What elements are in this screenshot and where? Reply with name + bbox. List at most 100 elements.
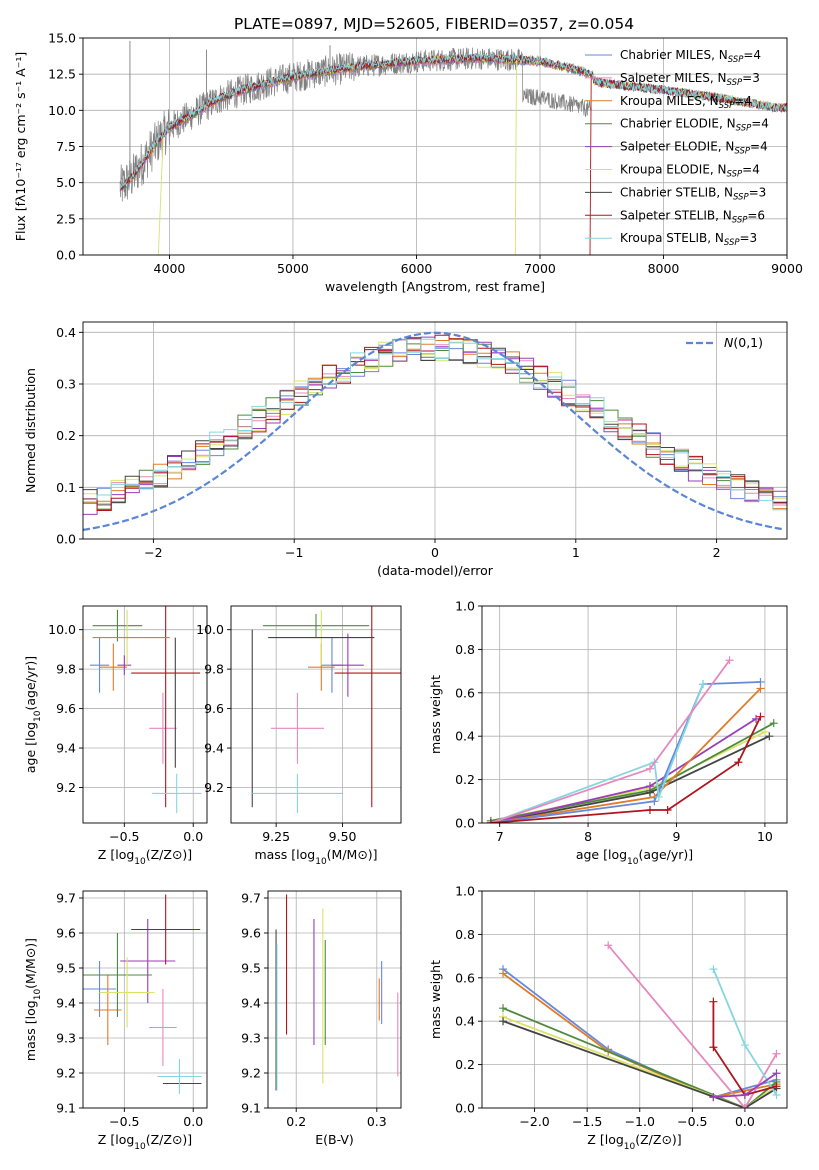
y-axis-label: Normed distribution [23,368,38,493]
y-tick-label: 9.2 [56,780,76,795]
histogram-chabrier-stelib [83,337,787,506]
legend-entry: Kroupa STELIB, NSSP=3 [620,231,757,248]
y-tick-label: 9.6 [241,926,261,941]
x-tick-label: 7 [496,829,504,844]
mass-weight-marker [725,656,734,665]
x-tick-label: 0.0 [183,829,203,844]
mass-weight-marker [760,727,769,736]
y-tick-label: 9.4 [56,741,76,756]
panel-mass-vs-EBV: 0.2 0.3 9.1 9.2 9.3 9.4 9.5 9.6 9.7 E(B-V) [241,890,402,1147]
axes-frame [82,890,208,1109]
y-tick-label: 0.2 [56,428,76,443]
plot-area [486,656,778,823]
x-tick-label: 9000 [771,261,803,276]
mass-weight-marker [499,1017,508,1026]
axes-frame [230,605,402,824]
gaussian-legend-label: N(0,1) [724,335,763,350]
y-tick-label: 0.4 [56,325,76,340]
mass-weight-line [502,1007,778,1108]
grid-lines [482,890,787,1109]
panel-age-vs-Z: −0.5 0.0 9.2 9.4 9.6 9.8 10.0 Z [log10(Z/Z⊙)] ag… [23,605,208,867]
y-tick-label: 9.7 [241,891,261,906]
y-axis-label: mass weight [428,675,443,754]
mass-weight-marker [740,1104,749,1108]
x-tick-label: 6000 [401,261,433,276]
axes-frame [481,605,788,824]
y-tick-label: 15.0 [48,31,76,46]
y-axis-label: mass weight [428,960,443,1039]
mass-weight-line [490,722,775,822]
x-tick-label: 0.2 [286,1114,306,1129]
legend-entry: Salpeter MILES, NSSP=3 [620,71,760,88]
y-tick-label: 7.5 [56,139,76,154]
mass-weight-line [712,1001,777,1097]
x-tick-label: 0 [431,545,439,560]
y-tick-label: 9.1 [56,1101,76,1116]
x-tick-label: 0.3 [367,1114,387,1129]
mass-weight-marker [709,1043,718,1052]
x-tick-label: −2.0 [519,1114,549,1129]
mass-weight-marker [709,997,718,1006]
spectral-line-spike [157,134,164,255]
spectrum-legend: Chabrier MILES, NSSP=4 Salpeter MILES, NS… [585,48,769,248]
x-tick-label: 9 [673,829,681,844]
x-tick-label: −1 [285,545,303,560]
x-axis-label: wavelength [Angstrom, rest frame] [325,279,545,294]
axes-frame [481,890,788,1109]
histogram-kroupa-stelib [83,338,787,511]
mass-weight-marker [709,965,718,974]
panel-age-vs-mass: 9.25 9.50 9.2 9.4 9.6 9.8 10.0 mass [log10(M/M⊙… [196,605,402,867]
mass-weight-marker [604,941,613,950]
y-tick-label: 0.6 [455,685,475,700]
y-tick-label: 10.0 [48,103,76,118]
y-tick-label: 9.4 [241,996,261,1011]
x-tick-label: −1.0 [625,1114,655,1129]
model-spectrum-kroupa-stelib [119,52,787,190]
y-tick-label: 10.0 [196,622,224,637]
y-tick-label: 12.5 [48,67,76,82]
x-tick-label: 9.50 [329,829,357,844]
panel-spectrum: Chabrier MILES, NSSP=4 Salpeter MILES, NS… [13,31,803,295]
x-axis-label: Z [log10(Z/Z⊙)] [98,847,192,867]
panel-mass-weight-vs-Z: −2.0 −1.5 −1.0 −0.5 0.0 0.0 0.2 0.4 0.6 0.8 1.0 Z [… [428,884,788,1152]
x-axis-label: age [log10(age/yr)] [576,847,693,867]
y-tick-label: 9.8 [204,662,224,677]
plot-area [251,606,401,814]
x-tick-label: 1 [572,545,580,560]
mass-weight-marker [734,758,743,767]
y-axis-label: mass [log10(M/M⊙)] [23,938,43,1061]
y-tick-label: 0.0 [56,248,76,263]
mass-weight-marker [499,969,508,978]
y-tick-label: 0.4 [455,1014,475,1029]
mass-weight-line [502,1016,778,1108]
y-tick-label: 9.5 [56,961,76,976]
mass-weight-marker [740,1090,749,1099]
y-tick-label: 0.8 [455,642,475,657]
y-tick-label: 9.4 [56,996,76,1011]
mass-weight-marker [645,805,654,814]
y-tick-label: 9.1 [241,1101,261,1116]
mass-weight-marker [772,1090,781,1099]
legend-entry: Chabrier ELODIE, NSSP=4 [620,117,769,134]
mass-weight-marker [699,680,708,689]
y-tick-label: 9.3 [241,1031,261,1046]
mass-weight-marker [756,677,765,686]
y-tick-label: 0.8 [455,927,475,942]
y-axis-label: age [log10(age/yr)] [23,656,43,773]
x-tick-label: 0.0 [735,1114,755,1129]
mass-weight-marker [663,805,672,814]
figure-title: PLATE=0897, MJD=52605, FIBERID=0357, z=0… [234,15,634,33]
plot-area [89,606,202,814]
axes-frame [267,890,402,1109]
grid-lines [268,891,401,1109]
y-tick-label: 0.2 [455,772,475,787]
mass-weight-line [502,972,777,1099]
y-tick-label: 0.4 [455,729,475,744]
observed-spectrum [119,47,592,202]
y-tick-label: 9.7 [56,891,76,906]
x-tick-label: 8000 [648,261,680,276]
axes-frame [82,605,208,824]
y-tick-label: 2.5 [56,211,76,226]
plot-area [275,894,399,1091]
